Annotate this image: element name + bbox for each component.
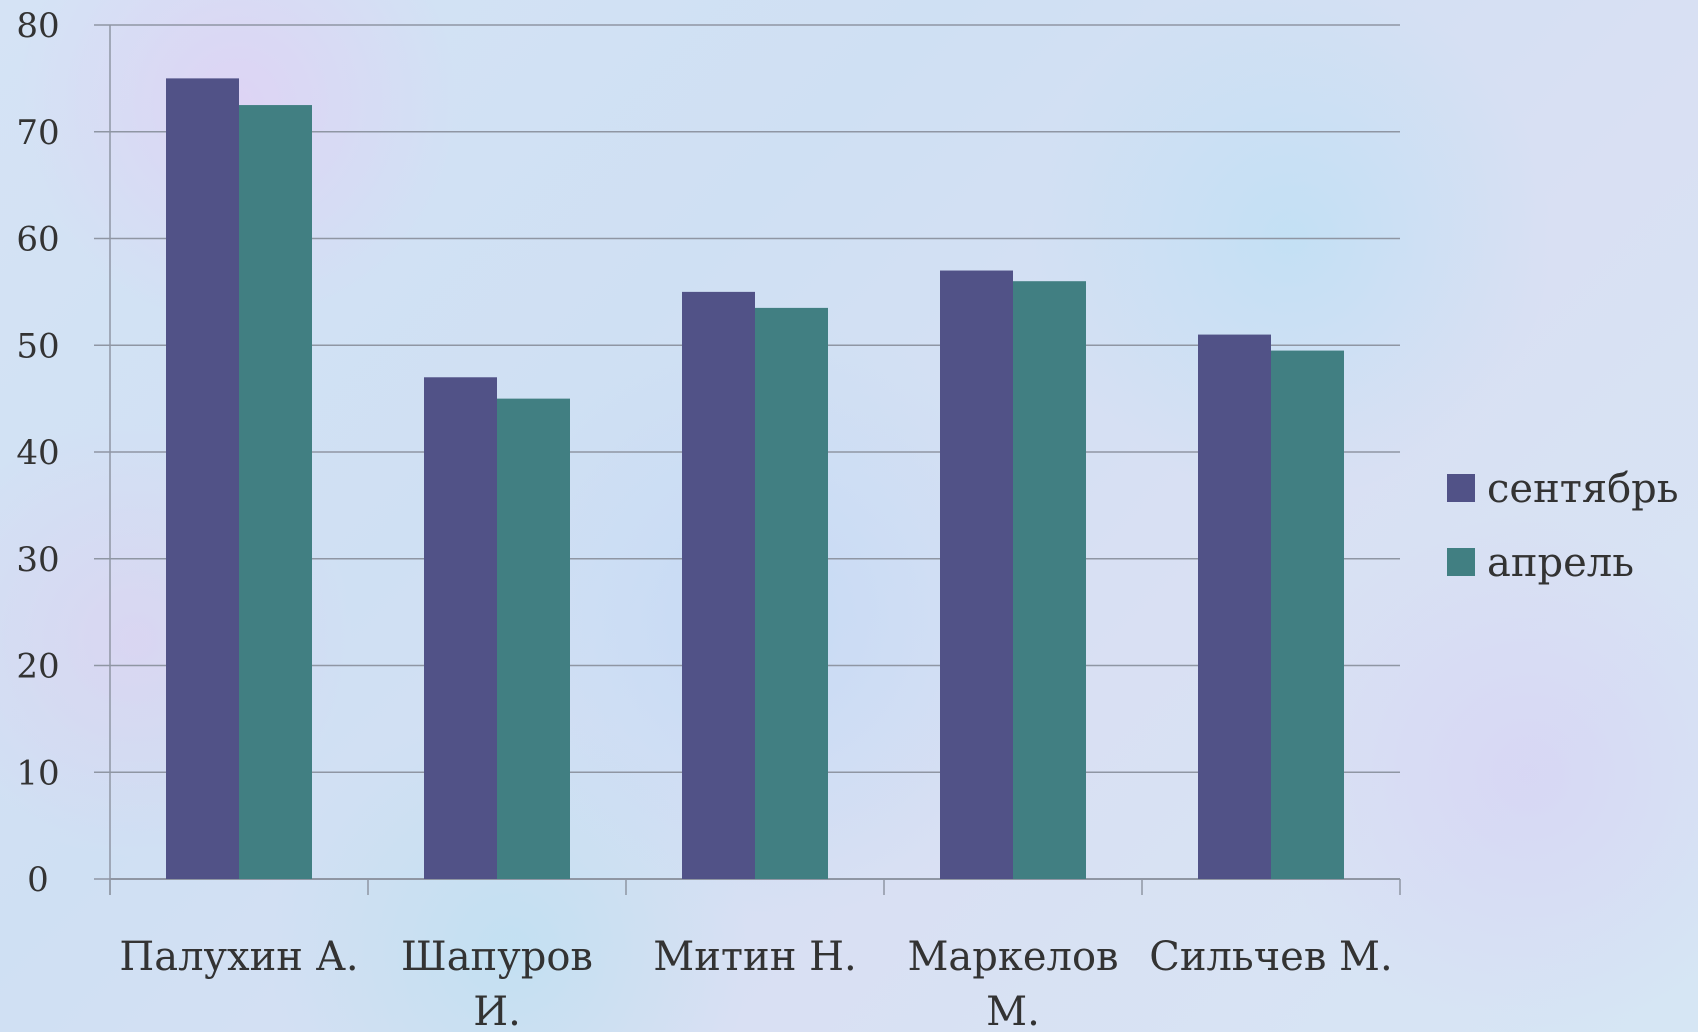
x-category-label: И. bbox=[473, 989, 521, 1032]
legend: сентябрь апрель bbox=[1447, 466, 1679, 586]
x-category-label: Шапуров bbox=[401, 934, 593, 980]
x-category-label: Палухин А. bbox=[119, 934, 358, 980]
bar-april bbox=[497, 398, 570, 879]
y-tick-label: 30 bbox=[16, 540, 59, 580]
legend-swatch bbox=[1447, 474, 1475, 502]
legend-label: сентябрь bbox=[1487, 466, 1679, 512]
bar-september bbox=[1198, 334, 1271, 879]
legend-swatch bbox=[1447, 548, 1475, 576]
y-tick-label: 50 bbox=[16, 326, 59, 366]
y-tick-label: 80 bbox=[16, 6, 59, 46]
bar-april bbox=[1013, 281, 1086, 879]
x-category-label: Митин Н. bbox=[653, 934, 856, 980]
bar-september bbox=[166, 78, 239, 879]
bar-april bbox=[239, 105, 312, 879]
y-tick-label: 60 bbox=[16, 220, 59, 260]
x-category-label: Маркелов bbox=[907, 934, 1118, 980]
bar-september bbox=[682, 291, 755, 879]
bar-april bbox=[755, 307, 828, 879]
x-category-label: М. bbox=[986, 989, 1040, 1032]
bar-april bbox=[1271, 350, 1344, 879]
y-tick-labels: 0 10 20 30 40 50 60 70 80 bbox=[16, 6, 59, 900]
y-tick-label: 0 bbox=[27, 860, 49, 900]
y-tick-label: 20 bbox=[16, 647, 59, 687]
bar-september bbox=[940, 270, 1013, 879]
y-tick-label: 10 bbox=[16, 753, 59, 793]
y-tick-label: 70 bbox=[16, 113, 59, 153]
y-tick-label: 40 bbox=[16, 433, 59, 473]
x-category-labels: Палухин А. Шапуров И. Митин Н. Маркелов М. Сил… bbox=[119, 934, 1392, 1032]
bars bbox=[166, 78, 1344, 879]
x-category-label: Сильчев М. bbox=[1149, 934, 1392, 980]
bar-september bbox=[424, 377, 497, 879]
legend-label: апрель bbox=[1487, 540, 1634, 586]
